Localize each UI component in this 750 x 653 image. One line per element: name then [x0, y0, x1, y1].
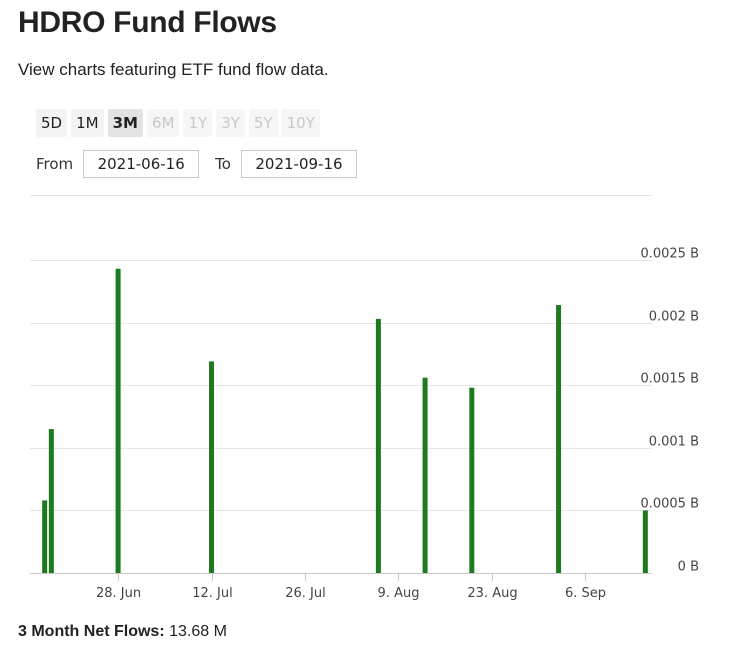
range-button-5y: 5Y — [248, 109, 278, 137]
x-tick-label: 23. Aug — [467, 586, 517, 601]
flow-bar — [48, 429, 54, 573]
flow-bar — [642, 510, 648, 573]
flow-bar — [556, 305, 562, 573]
page-title: HDRO Fund Flows — [18, 6, 277, 39]
y-tick-label: 0.001 B — [649, 435, 699, 450]
x-tick-label: 28. Jun — [96, 586, 141, 601]
x-tick-label: 9. Aug — [378, 586, 420, 601]
from-label: From — [36, 155, 74, 173]
flow-bar — [42, 500, 48, 573]
x-tick-label: 12. Jul — [192, 586, 233, 601]
x-tick-label: 6. Sep — [565, 586, 606, 601]
page-subtitle: View charts featuring ETF fund flow data… — [18, 60, 329, 79]
y-tick-label: 0.0025 B — [640, 247, 699, 262]
y-tick-label: 0.0005 B — [640, 497, 699, 512]
flow-bar — [422, 377, 428, 573]
range-button-1m[interactable]: 1M — [71, 109, 104, 137]
date-range-row: From To — [36, 150, 357, 178]
y-tick-label: 0 B — [678, 560, 699, 575]
flow-bar — [209, 361, 215, 573]
y-tick-label: 0.0015 B — [640, 372, 699, 387]
flow-bar — [375, 318, 381, 573]
range-button-3m[interactable]: 3M — [107, 109, 143, 137]
from-date-input[interactable] — [83, 150, 200, 178]
fund-flows-chart: 0 B 0.0005 B 0.001 B 0.0015 B 0.002 B 0.0025 … — [30, 195, 699, 601]
net-flows-value: 13.68 M — [169, 623, 227, 640]
range-button-6m: 6M — [146, 109, 180, 137]
to-date-input[interactable] — [240, 150, 357, 178]
flow-bar — [115, 268, 121, 573]
to-label: To — [215, 155, 231, 173]
flow-bar — [469, 387, 475, 573]
range-button-10y: 10Y — [281, 109, 320, 137]
y-tick-label: 0.002 B — [649, 310, 699, 325]
net-flows-summary: 3 Month Net Flows: 13.68 M — [18, 623, 227, 641]
range-button-3y: 3Y — [216, 109, 245, 137]
range-button-5d[interactable]: 5D — [36, 109, 68, 137]
x-tick-label: 26. Jul — [285, 586, 326, 601]
net-flows-label: 3 Month Net Flows: — [18, 623, 165, 640]
range-selector: 5D 1M 3M 6M 1Y 3Y 5Y 10Y — [36, 109, 320, 137]
range-button-1y: 1Y — [183, 109, 213, 137]
